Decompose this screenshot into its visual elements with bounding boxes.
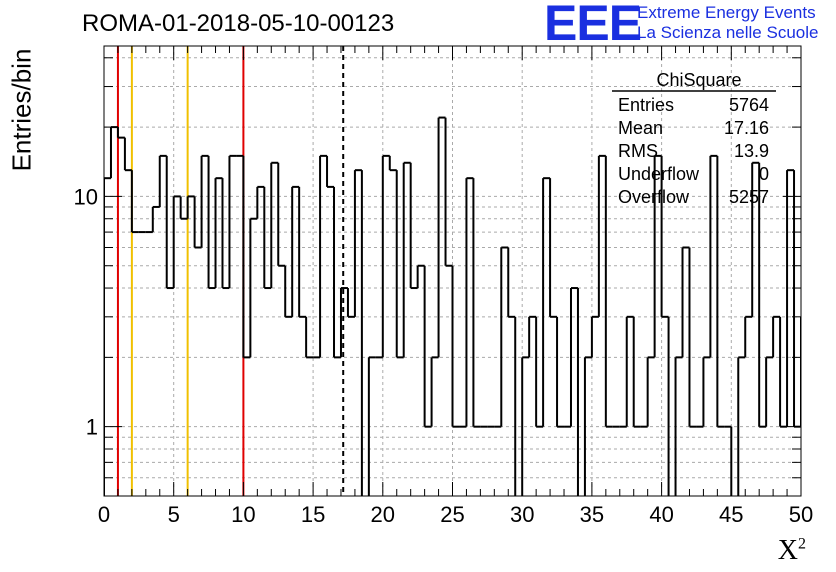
- stats-value: 17.16: [724, 118, 769, 138]
- x-tick-label: 45: [719, 502, 743, 527]
- x-tick-label: 25: [440, 502, 464, 527]
- logo-tagline-1: Extreme Energy Events: [637, 3, 816, 22]
- x-tick-label: 20: [371, 502, 395, 527]
- axes: 0 5 10 15 20 25 30 35 40 45 50 1 10: [74, 45, 813, 527]
- stats-label: Overflow: [618, 187, 690, 207]
- x-tick-label: 50: [789, 502, 813, 527]
- stats-label: RMS: [618, 141, 658, 161]
- x-axis-label-base: X: [777, 535, 798, 566]
- stats-value: 0: [759, 164, 769, 184]
- x-tick-label: 0: [98, 502, 110, 527]
- stats-label: Underflow: [618, 164, 700, 184]
- eee-logo: EEE: [544, 0, 642, 51]
- y-tick-label: 1: [86, 415, 98, 440]
- stats-label: Mean: [618, 118, 663, 138]
- x-tick-label: 30: [510, 502, 534, 527]
- stats-value: 5764: [729, 95, 769, 115]
- x-axis-label-superscript: 2: [798, 535, 806, 553]
- stats-value: 5257: [729, 187, 769, 207]
- histogram-series: [104, 116, 801, 496]
- reference-lines: [116, 46, 345, 496]
- x-tick-label: 40: [649, 502, 673, 527]
- x-axis-label: X2: [778, 535, 806, 567]
- x-tick-label: 5: [168, 502, 180, 527]
- x-tick-label: 15: [301, 502, 325, 527]
- x-tick-label: 35: [580, 502, 604, 527]
- stats-label: Entries: [618, 95, 674, 115]
- x-tick-label: 10: [231, 502, 255, 527]
- y-tick-label: 10: [74, 184, 98, 209]
- logo-tagline-2: La Scienza nelle Scuole: [637, 23, 819, 42]
- stats-box: ChiSquare Entries 5764 Mean 17.16 RMS 13.9 Unde…: [612, 70, 776, 207]
- chart-title: ROMA-01-2018-05-10-00123: [82, 10, 395, 37]
- stats-title: ChiSquare: [656, 70, 741, 90]
- stats-value: 13.9: [734, 141, 769, 161]
